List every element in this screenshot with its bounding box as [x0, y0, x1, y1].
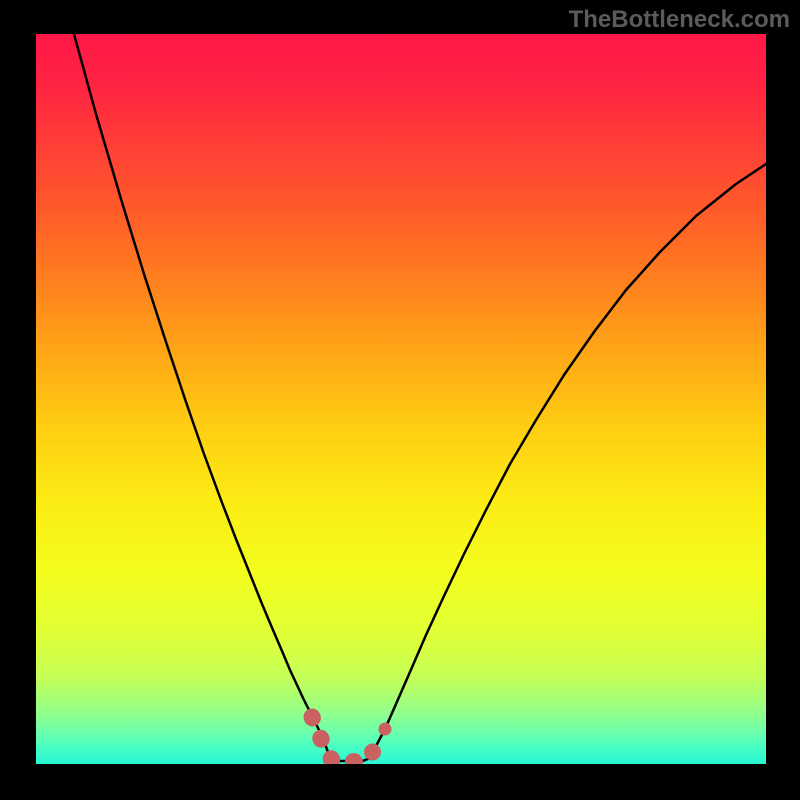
trough-accent	[312, 717, 373, 762]
bottleneck-curve	[74, 34, 766, 762]
chart-stage: TheBottleneck.com	[0, 0, 800, 800]
trough-extra-dot	[379, 723, 392, 736]
watermark-label: TheBottleneck.com	[569, 6, 790, 34]
curve-layer	[0, 0, 800, 800]
